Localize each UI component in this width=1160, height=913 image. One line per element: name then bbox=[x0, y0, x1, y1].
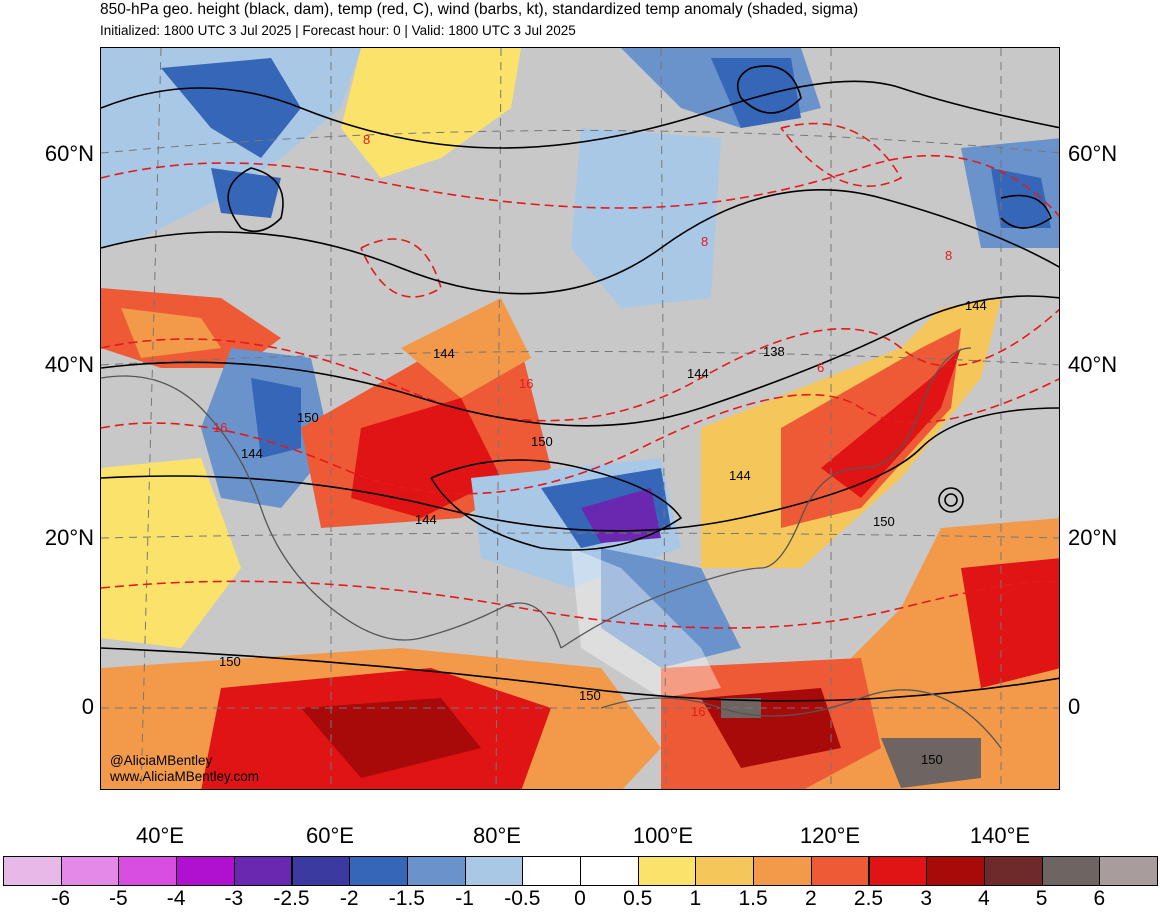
website-credit: www.AliciaMBentley.com bbox=[110, 769, 260, 784]
colorbar-swatch bbox=[1099, 856, 1158, 886]
colorbar-swatch bbox=[580, 856, 639, 886]
lat-label-left: 60°N bbox=[44, 141, 94, 166]
height-label: 144 bbox=[687, 366, 709, 381]
colorbar-swatch bbox=[464, 856, 524, 886]
graticule bbox=[101, 48, 1059, 789]
lat-label-right: 60°N bbox=[1068, 141, 1118, 166]
colorbar-tick-label: 6 bbox=[1093, 887, 1106, 910]
anomaly-shading bbox=[101, 48, 1059, 789]
colorbar-swatch bbox=[810, 856, 870, 886]
temp-label: 16 bbox=[691, 704, 706, 719]
lon-label: 60°E bbox=[306, 823, 354, 848]
colorbar-tick-label: -2.5 bbox=[273, 887, 310, 910]
lat-label-left: 20°N bbox=[44, 525, 94, 550]
height-label: 144 bbox=[729, 468, 751, 483]
chart-title: 850-hPa geo. height (black, dam), temp (… bbox=[100, 1, 859, 18]
colorbar-tick-label: -4 bbox=[166, 887, 186, 910]
height-label: 150 bbox=[531, 434, 553, 449]
lat-label-right: 20°N bbox=[1068, 525, 1118, 550]
colorbar-swatch bbox=[60, 856, 120, 886]
colorbar-tick-label: 2.5 bbox=[853, 887, 884, 910]
height-label: 144 bbox=[415, 512, 437, 527]
height-label: 144 bbox=[241, 446, 263, 461]
colorbar-swatch bbox=[118, 856, 178, 886]
colorbar-swatch bbox=[753, 856, 812, 886]
colorbar-tick-label: 3 bbox=[920, 887, 933, 910]
colorbar-swatch bbox=[983, 856, 1043, 886]
lon-label: 100°E bbox=[632, 823, 694, 848]
height-label: 144 bbox=[433, 346, 455, 361]
temp-label: 8 bbox=[363, 132, 371, 147]
height-label: 150 bbox=[873, 514, 895, 529]
map-svg bbox=[101, 48, 1059, 789]
colorbar-tick-label: 0 bbox=[574, 887, 586, 910]
colorbar-tick-label: -6 bbox=[51, 887, 71, 910]
height-label: 144 bbox=[965, 298, 987, 313]
colorbar-tick-label: -2 bbox=[339, 887, 359, 910]
colorbar-swatch bbox=[291, 856, 351, 886]
height-label: 150 bbox=[579, 688, 601, 703]
colorbar-tick-label: 1.5 bbox=[738, 887, 768, 910]
colorbar-swatch bbox=[349, 856, 408, 886]
lon-label: 120°E bbox=[799, 823, 861, 848]
colorbar-swatch bbox=[3, 856, 62, 886]
lat-label-left: 40°N bbox=[44, 352, 94, 377]
colorbar-swatch bbox=[1041, 856, 1101, 886]
lon-label: 40°E bbox=[136, 823, 184, 848]
height-contours bbox=[101, 65, 1059, 702]
lat-label-right: 40°N bbox=[1068, 352, 1118, 377]
height-label: 138 bbox=[763, 344, 785, 359]
temp-label: 6 bbox=[817, 360, 825, 375]
lat-label-left: 0 bbox=[81, 694, 94, 719]
colorbar-tick-label: 2 bbox=[804, 887, 817, 910]
map-panel: 144 150 144 150 144 138 144 144 144 150 … bbox=[100, 47, 1060, 790]
colorbar-tick-label: -3 bbox=[224, 887, 244, 910]
height-label: 150 bbox=[219, 654, 241, 669]
colorbar-swatch bbox=[637, 856, 697, 886]
lon-label: 80°E bbox=[473, 823, 521, 848]
temp-label: 16 bbox=[519, 376, 534, 391]
colorbar-swatch bbox=[233, 856, 293, 886]
colorbar-tick-label: -1 bbox=[455, 887, 474, 910]
lat-label-right: 0 bbox=[1068, 694, 1081, 719]
colorbar-tick-label: 1 bbox=[689, 887, 702, 910]
colorbar-swatch bbox=[406, 856, 466, 886]
colorbar-tick-label: 4 bbox=[978, 887, 990, 910]
colorbar-swatch bbox=[522, 856, 581, 886]
colorbar-tick-label: 0.5 bbox=[623, 887, 653, 910]
height-label: 150 bbox=[921, 752, 943, 767]
temperature-contours bbox=[101, 122, 1059, 629]
lon-label: 140°E bbox=[969, 823, 1031, 848]
colorbar-tick-label: 5 bbox=[1035, 887, 1048, 910]
colorbar-tick-label: -1.5 bbox=[388, 887, 425, 910]
height-label: 150 bbox=[297, 410, 319, 425]
colorbar-swatch bbox=[695, 856, 755, 886]
twitter-credit: @AliciaMBentley bbox=[110, 753, 213, 768]
temp-label: 8 bbox=[701, 234, 709, 249]
chart-subtitle: Initialized: 1800 UTC 3 Jul 2025 | Forec… bbox=[100, 23, 576, 38]
colorbar-swatch bbox=[868, 856, 928, 886]
temp-label: 16 bbox=[213, 420, 228, 435]
temp-label: 8 bbox=[945, 248, 953, 263]
colorbar-tick-label: -5 bbox=[109, 887, 128, 910]
colorbar-tick-label: -0.5 bbox=[504, 887, 541, 910]
colorbar-swatch bbox=[176, 856, 235, 886]
coastlines bbox=[101, 347, 1002, 749]
colorbar-swatch bbox=[926, 856, 985, 886]
